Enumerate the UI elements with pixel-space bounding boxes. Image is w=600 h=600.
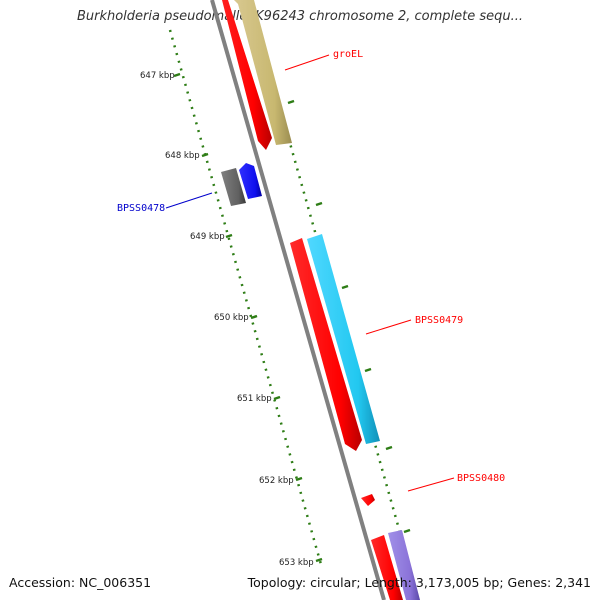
outer-ruler-minor-ticks [256, 29, 412, 569]
gene-label-BPSS0479[interactable]: BPSS0479 [415, 315, 463, 326]
ruler-major-tick [315, 557, 323, 563]
outer-ruler [256, 29, 412, 569]
gene-bottom-red-cds[interactable] [371, 535, 403, 600]
ruler-label-653kbp: 653 kbp [279, 558, 314, 568]
outer-ruler-major-tick [403, 528, 411, 534]
gene-tan-cds[interactable] [234, 0, 292, 145]
sequence-title: Burkholderia pseudomallei K96243 chromos… [76, 9, 524, 24]
ruler-label-648kbp: 648 kbp [165, 151, 200, 161]
gene-label-BPSS0478[interactable]: BPSS0478 [117, 203, 165, 214]
gene-label-BPSS0480[interactable]: BPSS0480 [457, 473, 505, 484]
accession-label: Accession: NC_006351 [9, 575, 152, 590]
ruler-label-647kbp: 647 kbp [140, 71, 175, 81]
chromosome-backbone [210, 0, 386, 600]
outer-ruler-major-tick [364, 367, 372, 373]
gene-gray-cds[interactable] [221, 168, 246, 206]
gene-cyan-cds[interactable] [307, 234, 380, 444]
outer-ruler-major-tick [341, 284, 349, 290]
ruler-major-tick [173, 72, 181, 78]
ruler-major-tick [295, 476, 303, 482]
outer-ruler-major-tick [315, 201, 323, 207]
ruler-minor-ticks [168, 29, 324, 569]
ruler-major-tick [273, 395, 281, 401]
outer-ruler-major-tick [385, 445, 393, 451]
ruler-major-tick [201, 152, 209, 158]
ruler-label-652kbp: 652 kbp [259, 476, 294, 486]
ruler-label-650kbp: 650 kbp [214, 313, 249, 323]
BPSS0478-leader-line [165, 192, 213, 209]
gene-bottom-purple-cds[interactable] [388, 530, 420, 600]
outer-ruler-major-tick [287, 99, 295, 105]
gene-BPSS0478-cds[interactable] [239, 163, 262, 199]
sequence-summary: Topology: circular; Length: 3,173,005 bp… [247, 575, 591, 590]
ruler-label-649kbp: 649 kbp [190, 232, 225, 242]
ruler-major-tick [250, 314, 258, 320]
gene-groEL-cds[interactable] [210, 0, 272, 150]
BPSS0480-leader-line [407, 477, 455, 492]
gene-BPSS0479-cds[interactable] [290, 238, 362, 451]
gene-BPSS0480-cds[interactable] [361, 494, 375, 506]
gene-label-groEL[interactable]: groEL [333, 49, 363, 60]
ruler-major-tick [225, 233, 233, 239]
groEL-leader-line [284, 54, 330, 71]
position-ruler: 647 kbp 648 kbp 649 kbp 650 kbp 651 kbp … [140, 29, 324, 569]
ruler-label-651kbp: 651 kbp [237, 394, 272, 404]
BPSS0479-leader-line [365, 319, 412, 335]
